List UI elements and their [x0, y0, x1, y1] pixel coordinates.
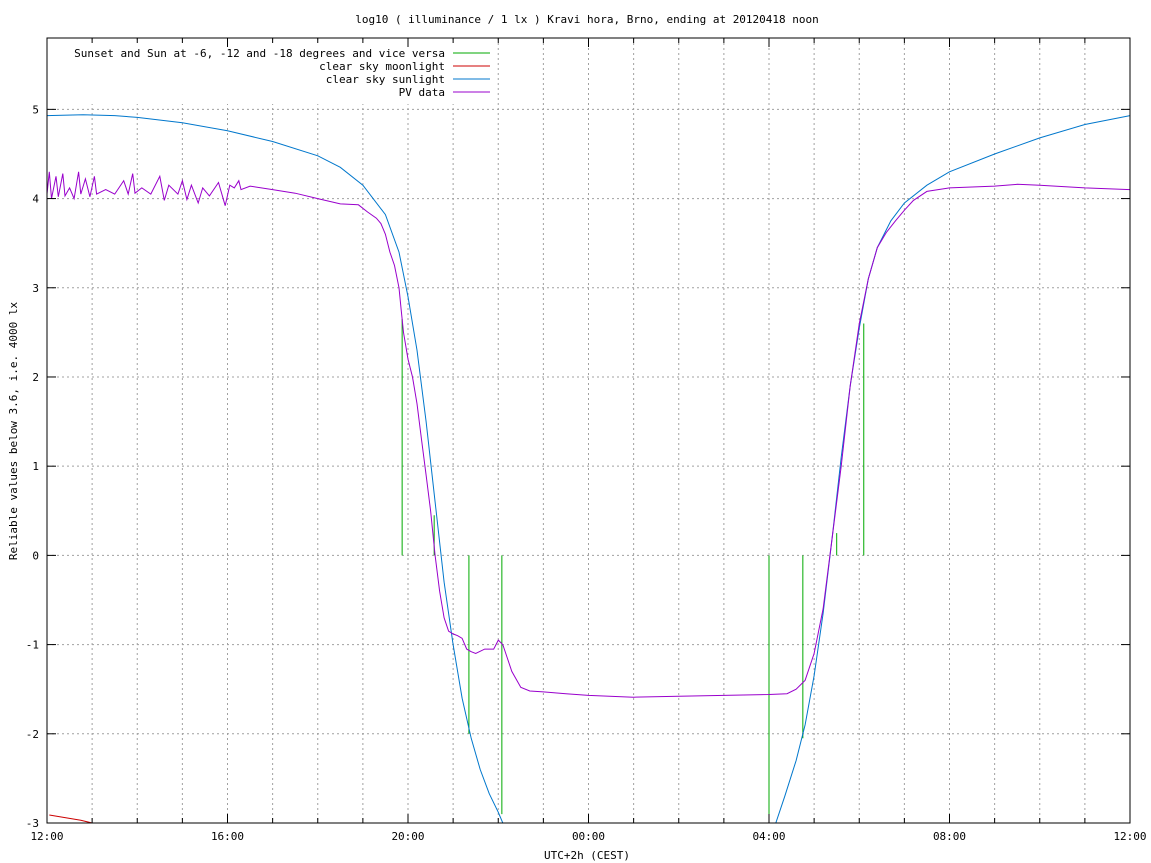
y-tick-label: 1: [32, 460, 39, 473]
y-tick-label: 4: [32, 193, 39, 206]
x-tick-label: 12:00: [30, 830, 63, 843]
legend: Sunset and Sun at -6, -12 and -18 degree…: [74, 47, 490, 99]
y-tick-label: 0: [32, 549, 39, 562]
y-tick-label: 5: [32, 103, 39, 116]
y-tick-label: 2: [32, 371, 39, 384]
x-tick-label: 16:00: [211, 830, 244, 843]
series-3: [46, 171, 1131, 698]
x-tick-label: 08:00: [933, 830, 966, 843]
y-tick-label: -1: [26, 639, 39, 652]
x-axis-label: UTC+2h (CEST): [544, 849, 630, 862]
grid: [47, 38, 1130, 823]
legend-label: Sunset and Sun at -6, -12 and -18 degree…: [74, 47, 445, 60]
series-1: [49, 814, 93, 824]
y-tick-label: -2: [26, 728, 39, 741]
x-tick-label: 12:00: [1113, 830, 1146, 843]
legend-label: PV data: [399, 86, 445, 99]
x-tick-label: 00:00: [572, 830, 605, 843]
series-line: [46, 171, 1131, 698]
x-tick-label: 04:00: [752, 830, 785, 843]
x-tick-label: 20:00: [391, 830, 424, 843]
legend-label: clear sky moonlight: [319, 60, 445, 73]
series-0: [401, 318, 865, 819]
legend-background: [48, 42, 496, 104]
y-axis-label: Reliable values below 3.6, i.e. 4000 lx: [7, 301, 20, 560]
series-line: [49, 814, 93, 824]
y-tick-label: 3: [32, 282, 39, 295]
y-tick-label: -3: [26, 817, 39, 830]
chart-title: log10 ( illuminance / 1 lx ) Kravi hora,…: [355, 13, 819, 26]
series-line: [46, 114, 1131, 824]
series-2: [46, 114, 1131, 824]
series-layer: [46, 114, 1131, 824]
legend-label: clear sky sunlight: [326, 73, 445, 86]
